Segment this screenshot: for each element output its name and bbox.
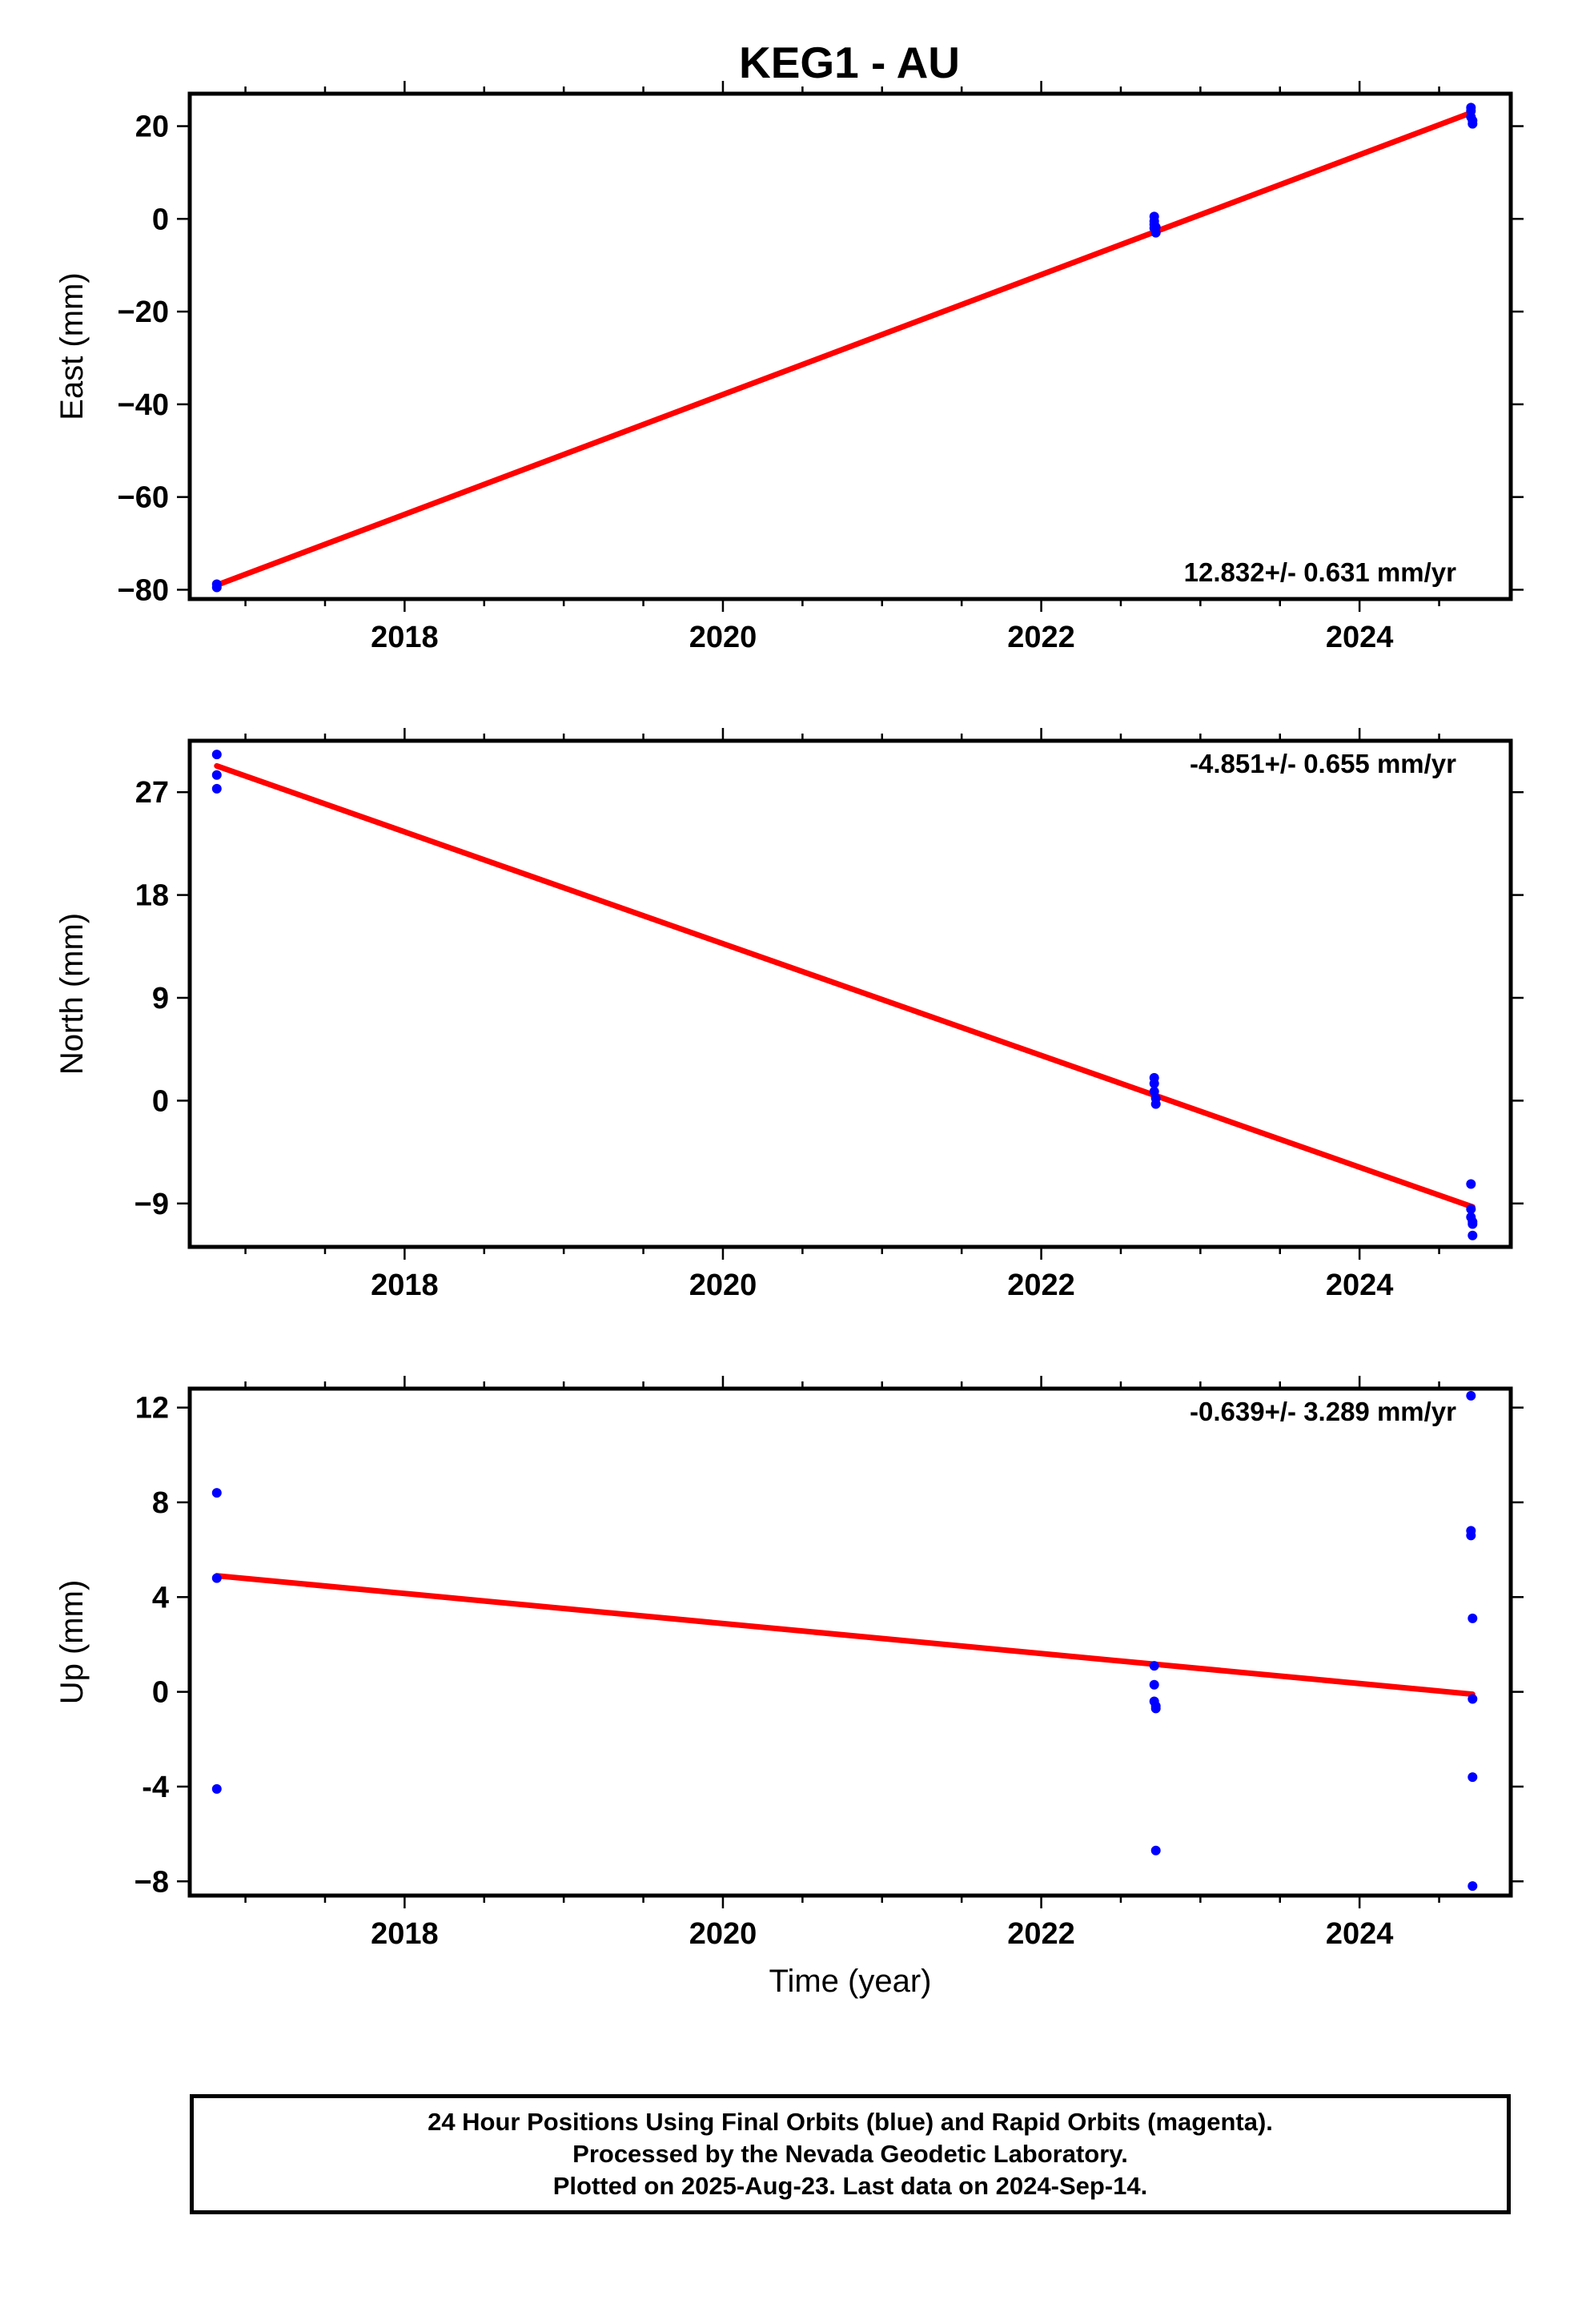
- data-point: [1150, 1701, 1161, 1711]
- y-tick-label: 12: [135, 1392, 169, 1425]
- x-tick-label: 2018: [371, 1269, 439, 1302]
- trend-line: [214, 762, 1476, 1210]
- y-tick-label: 0: [152, 1084, 169, 1118]
- data-point: [211, 1783, 222, 1794]
- y-tick-label: 20: [135, 111, 169, 144]
- y-axis-label: Up (mm): [54, 1580, 90, 1705]
- x-tick-label: 2024: [1326, 1917, 1394, 1951]
- y-tick-label: 27: [135, 776, 169, 810]
- data-point: [1466, 1179, 1476, 1189]
- x-tick-label: 2022: [1007, 621, 1075, 654]
- data-point: [1149, 1078, 1159, 1088]
- data-point: [1150, 222, 1161, 232]
- data-point: [1468, 119, 1478, 129]
- x-tick-label: 2024: [1326, 621, 1394, 654]
- x-tick-label: 2020: [689, 1917, 757, 1951]
- data-point: [1466, 1204, 1476, 1214]
- y-axis-label: East (mm): [54, 272, 90, 420]
- panel-east: 2018 2020 2022 2024 −80 −60 −40 −20 0 20 East (mm)…: [54, 81, 1524, 654]
- data-point: [1468, 1230, 1478, 1240]
- data-point: [1468, 1881, 1478, 1892]
- data-point: [1466, 1530, 1476, 1541]
- y-tick-label: −8: [135, 1865, 169, 1899]
- x-tick-label: 2020: [689, 1269, 757, 1302]
- footer-line-plotted-on: Plotted on 2025-Aug-23. Last data on 202…: [552, 2172, 1148, 2200]
- y-tick-label: 8: [152, 1486, 169, 1520]
- y-tick-label: 9: [152, 982, 169, 1015]
- plot-frame: [187, 1386, 1513, 1898]
- y-tick-label: −40: [118, 388, 169, 422]
- rate-label: -4.851+/- 0.655 mm/yr: [1190, 749, 1456, 778]
- data-point: [1468, 1694, 1478, 1704]
- footer-box: 24 Hour Positions Using Final Orbits (bl…: [190, 2094, 1511, 2214]
- rate-label: 12.832+/- 0.631 mm/yr: [1184, 557, 1456, 587]
- data-point: [211, 1573, 222, 1583]
- x-tick-label: 2022: [1007, 1917, 1075, 1951]
- data-point: [1468, 1613, 1478, 1623]
- data-point: [1149, 1679, 1159, 1690]
- x-tick-label: 2018: [371, 621, 439, 654]
- data-point: [211, 1488, 222, 1498]
- data-point: [1466, 1390, 1476, 1401]
- rate-label: -0.639+/- 3.289 mm/yr: [1190, 1397, 1456, 1426]
- footer-line-processed-by: Processed by the Nevada Geodetic Laborat…: [572, 2140, 1128, 2168]
- data-point: [1468, 1219, 1478, 1229]
- plot-frame: [187, 738, 1513, 1249]
- footer-line-orbits: 24 Hour Positions Using Final Orbits (bl…: [428, 2108, 1273, 2136]
- y-axis-label: North (mm): [54, 913, 90, 1075]
- data-point: [1149, 1661, 1159, 1671]
- x-axis-label: Time (year): [769, 1964, 932, 1999]
- chart-title: KEG1 - AU: [739, 38, 960, 87]
- trend-line: [214, 1573, 1476, 1698]
- data-point: [1150, 1099, 1161, 1109]
- x-tick-label: 2018: [371, 1917, 439, 1951]
- x-tick-label: 2022: [1007, 1269, 1075, 1302]
- y-tick-label: 0: [152, 203, 169, 236]
- data-point: [1150, 1845, 1161, 1856]
- plot-frame: [187, 91, 1513, 601]
- data-point: [211, 750, 222, 760]
- x-tick-label: 2024: [1326, 1269, 1394, 1302]
- data-point: [211, 783, 222, 794]
- y-tick-label: 4: [152, 1581, 169, 1614]
- y-tick-label: −60: [118, 481, 169, 515]
- y-tick-label: 0: [152, 1676, 169, 1710]
- panel-north: 2018 2020 2022 2024 −9 0 9 18 27 North (mm) -4.851…: [54, 728, 1524, 1302]
- y-tick-label: −80: [118, 573, 169, 607]
- x-tick-label: 2020: [689, 621, 757, 654]
- y-tick-label: 18: [135, 879, 169, 913]
- trend-line: [214, 109, 1476, 589]
- data-point: [211, 770, 222, 780]
- data-point: [1468, 1772, 1478, 1783]
- y-tick-label: -4: [142, 1771, 169, 1804]
- y-tick-label: −20: [118, 296, 169, 329]
- panel-up: 2018 2020 2022 2024 −8 -4 0 4 8 12 Up (mm) Time (ye…: [54, 1376, 1524, 1999]
- data-point: [211, 579, 222, 589]
- y-tick-label: −9: [135, 1188, 169, 1221]
